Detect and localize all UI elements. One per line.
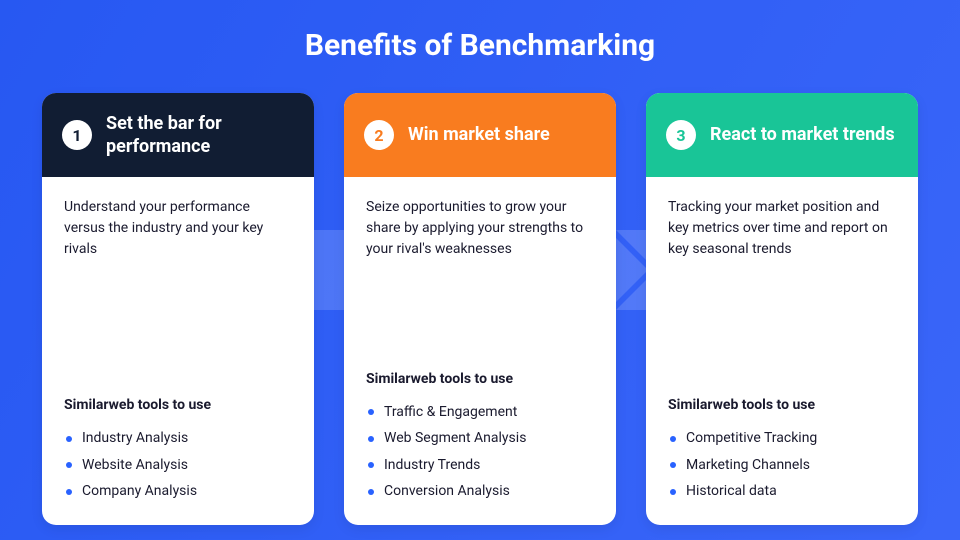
infographic-container: Benefits of Benchmarking 1 Set the bar f… [0,0,960,540]
cards-row: 1 Set the bar for performance Understand… [42,93,918,525]
tool-label: Industry Analysis [82,425,188,452]
benefit-card-3: 3 React to market trends Tracking your m… [646,93,918,525]
list-item: Conversion Analysis [368,478,594,505]
number-badge-3: 3 [666,120,696,150]
tool-label: Web Segment Analysis [384,425,526,452]
tools-heading: Similarweb tools to use [64,397,292,413]
tool-label: Marketing Channels [686,452,810,479]
card-header-1: 1 Set the bar for performance [42,93,314,177]
benefit-card-1: 1 Set the bar for performance Understand… [42,93,314,525]
tool-label: Traffic & Engagement [384,399,517,426]
tool-label: Competitive Tracking [686,425,817,452]
list-item: Marketing Channels [670,452,896,479]
list-item: Company Analysis [66,478,292,505]
tool-label: Conversion Analysis [384,478,510,505]
page-title: Benefits of Benchmarking [42,28,918,63]
card-title-3: React to market trends [710,123,895,146]
badge-number: 3 [676,126,685,145]
list-item: Historical data [670,478,896,505]
list-item: Industry Trends [368,452,594,479]
card-title-1: Set the bar for performance [106,112,294,159]
card-title-2: Win market share [408,123,550,146]
list-item: Industry Analysis [66,425,292,452]
tools-list-1: Industry Analysis Website Analysis Compa… [64,425,292,505]
card-body-3: Tracking your market position and key me… [646,177,918,525]
badge-number: 1 [72,126,81,145]
tool-label: Company Analysis [82,478,197,505]
tool-label: Historical data [686,478,777,505]
tools-list-3: Competitive Tracking Marketing Channels … [668,425,896,505]
tool-label: Industry Trends [384,452,480,479]
tools-list-2: Traffic & Engagement Web Segment Analysi… [366,399,594,505]
tools-heading: Similarweb tools to use [668,397,896,413]
list-item: Traffic & Engagement [368,399,594,426]
list-item: Web Segment Analysis [368,425,594,452]
list-item: Website Analysis [66,452,292,479]
number-badge-1: 1 [62,120,92,150]
tools-heading: Similarweb tools to use [366,371,594,387]
tool-label: Website Analysis [82,452,188,479]
badge-number: 2 [374,126,383,145]
card-header-3: 3 React to market trends [646,93,918,177]
card-body-1: Understand your performance versus the i… [42,177,314,525]
card-body-2: Seize opportunities to grow your share b… [344,177,616,525]
card-description: Tracking your market position and key me… [668,197,896,260]
number-badge-2: 2 [364,120,394,150]
card-header-2: 2 Win market share [344,93,616,177]
benefit-card-2: 2 Win market share Seize opportunities t… [344,93,616,525]
card-description: Understand your performance versus the i… [64,197,292,260]
list-item: Competitive Tracking [670,425,896,452]
card-description: Seize opportunities to grow your share b… [366,197,594,260]
